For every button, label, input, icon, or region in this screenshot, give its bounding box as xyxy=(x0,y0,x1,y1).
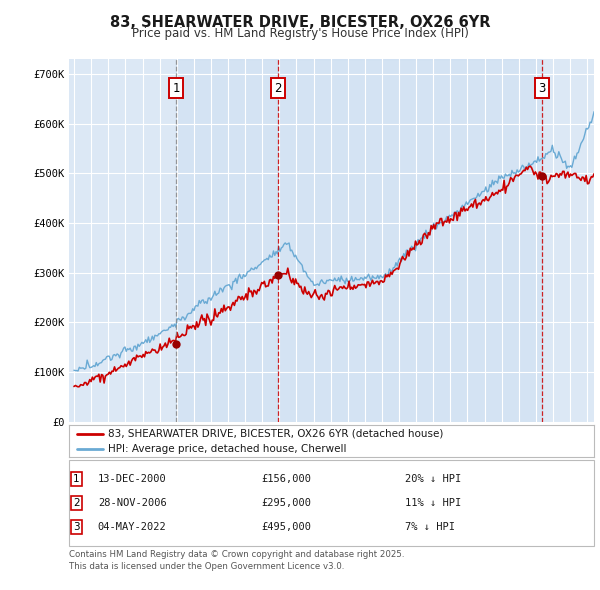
Text: 83, SHEARWATER DRIVE, BICESTER, OX26 6YR: 83, SHEARWATER DRIVE, BICESTER, OX26 6YR xyxy=(110,15,490,30)
Text: 04-MAY-2022: 04-MAY-2022 xyxy=(98,522,167,532)
Text: 28-NOV-2006: 28-NOV-2006 xyxy=(98,498,167,508)
Text: £295,000: £295,000 xyxy=(261,498,311,508)
Text: £156,000: £156,000 xyxy=(261,474,311,484)
Bar xyxy=(278,59,542,422)
Text: 13-DEC-2000: 13-DEC-2000 xyxy=(98,474,167,484)
Text: 1: 1 xyxy=(172,81,180,94)
Bar xyxy=(176,59,278,422)
Text: 2: 2 xyxy=(73,498,80,508)
Text: 83, SHEARWATER DRIVE, BICESTER, OX26 6YR (detached house): 83, SHEARWATER DRIVE, BICESTER, OX26 6YR… xyxy=(109,428,444,438)
Text: 2: 2 xyxy=(274,81,281,94)
Text: Price paid vs. HM Land Registry's House Price Index (HPI): Price paid vs. HM Land Registry's House … xyxy=(131,27,469,40)
Text: £495,000: £495,000 xyxy=(261,522,311,532)
Text: 3: 3 xyxy=(73,522,80,532)
Text: HPI: Average price, detached house, Cherwell: HPI: Average price, detached house, Cher… xyxy=(109,444,347,454)
Text: 3: 3 xyxy=(538,81,545,94)
Text: 7% ↓ HPI: 7% ↓ HPI xyxy=(405,522,455,532)
Text: Contains HM Land Registry data © Crown copyright and database right 2025.
This d: Contains HM Land Registry data © Crown c… xyxy=(69,550,404,571)
Text: 20% ↓ HPI: 20% ↓ HPI xyxy=(405,474,461,484)
Text: 11% ↓ HPI: 11% ↓ HPI xyxy=(405,498,461,508)
Text: 1: 1 xyxy=(73,474,80,484)
